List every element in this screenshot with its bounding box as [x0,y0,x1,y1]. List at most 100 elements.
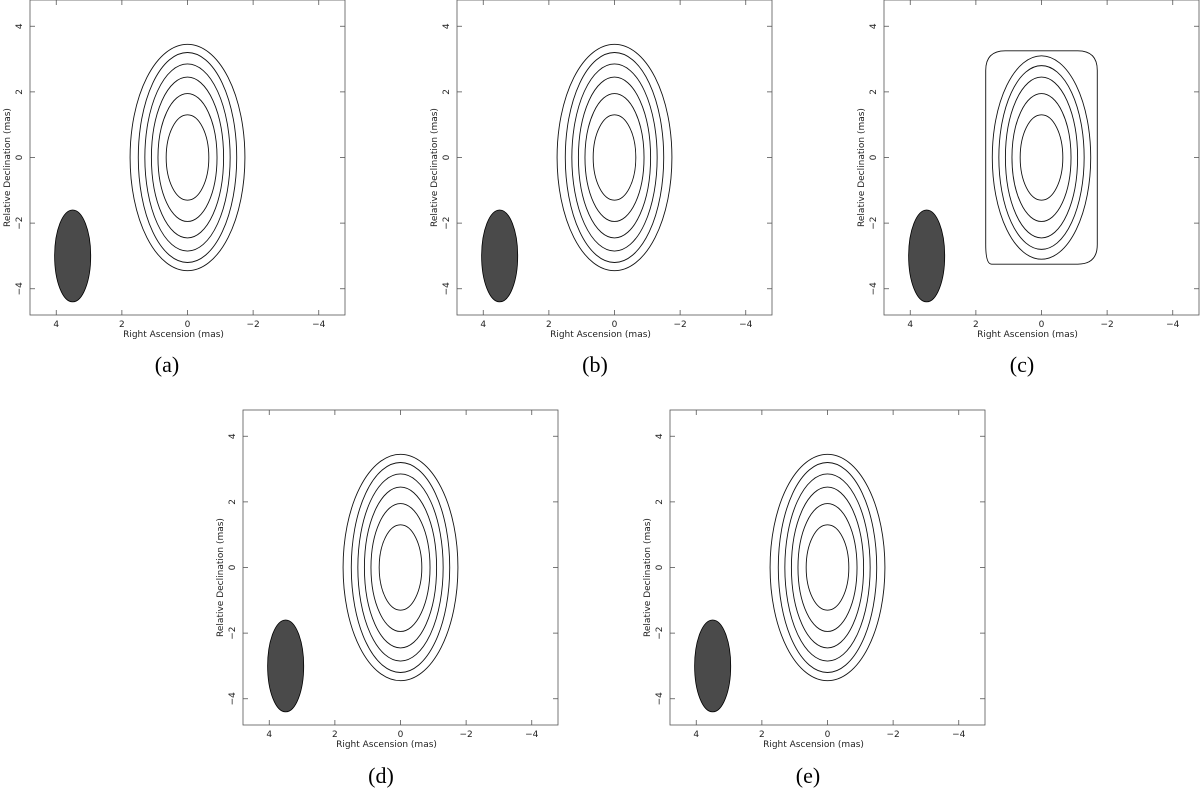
x-tick-label: −4 [952,730,966,740]
x-tick-label: −2 [1100,320,1113,330]
y-axis-title: Relative Declination (mas) [857,108,867,227]
x-tick-label: −4 [525,730,539,740]
y-tick-label: 2 [655,499,665,505]
contour-level [556,43,673,272]
x-tick-label: −4 [739,320,753,330]
y-tick-label: −4 [655,692,665,706]
x-tick-label: 4 [53,320,59,330]
contour-level [1011,93,1072,222]
y-tick-label: −2 [869,216,879,229]
y-tick-label: −4 [442,282,452,296]
contour-level [157,93,218,222]
y-tick-label: 0 [442,154,452,160]
y-tick-label: 0 [228,564,238,570]
contour-level [129,43,246,272]
y-axis-title: Relative Declination (mas) [643,518,653,637]
contour-level [784,473,871,662]
panel-label: (a) [155,352,179,377]
x-tick-label: 0 [185,320,191,330]
beam-ellipse [908,209,946,303]
contour-level [592,114,637,201]
contour-level [144,63,231,252]
y-tick-label: −4 [15,282,25,296]
x-axis-title: Right Ascension (mas) [763,740,864,750]
x-axis-title: Right Ascension (mas) [550,330,651,340]
x-tick-label: −4 [1166,320,1180,330]
contour-level [350,462,451,673]
x-tick-label: −2 [886,730,899,740]
contour-level [1004,76,1079,239]
contour-level [805,524,850,611]
x-tick-label: 4 [480,320,486,330]
panel-label: (d) [368,763,394,788]
x-tick-label: 4 [907,320,913,330]
contour-level [777,462,878,673]
panel-d: 4 2 0 −2 −4 4 2 0 −2 −4 Right Ascension (mas) Relat… [216,409,559,788]
y-tick-label: 4 [15,23,25,29]
x-tick-label: −2 [459,730,472,740]
y-tick-label: −2 [228,626,238,639]
panel-b: 4 2 0 −2 −4 4 2 0 −2 −4 Right Ascension (mas) Relat… [430,0,773,377]
contour-level [564,52,665,263]
contour-level [165,114,210,201]
x-tick-label: 0 [612,320,618,330]
y-tick-label: 4 [655,433,665,439]
x-tick-label: 0 [825,730,831,740]
x-tick-label: −2 [246,320,259,330]
contour-level [584,93,645,222]
y-tick-label: 0 [655,564,665,570]
contour-level [790,486,865,649]
y-tick-label: 2 [228,499,238,505]
y-tick-label: 4 [869,23,879,29]
contour-level [577,76,652,239]
panel-label: (b) [582,352,608,377]
y-tick-label: −2 [442,216,452,229]
x-tick-label: 2 [546,320,552,330]
contour-level [769,453,886,682]
y-tick-label: 2 [442,89,452,95]
y-axis-title: Relative Declination (mas) [3,108,13,227]
x-axis-title: Right Ascension (mas) [977,330,1078,340]
beam-ellipse [267,619,305,713]
y-axis-title: Relative Declination (mas) [430,108,440,227]
x-tick-label: 2 [332,730,338,740]
x-tick-label: −4 [312,320,326,330]
contour-level [150,76,225,239]
beam-ellipse [54,209,92,303]
panel-e: 4 2 0 −2 −4 4 2 0 −2 −4 Right Ascension (mas) Relat… [643,409,986,788]
contour-level [137,52,238,263]
x-tick-label: 4 [693,730,699,740]
x-tick-label: 4 [266,730,272,740]
x-tick-label: 0 [1039,320,1045,330]
contour-level [378,524,423,611]
x-tick-label: 2 [759,730,765,740]
contour-level [357,473,444,662]
y-tick-label: −4 [869,282,879,296]
x-tick-label: 2 [119,320,125,330]
y-axis-title: Relative Declination (mas) [216,518,226,637]
contour-level [991,55,1092,260]
beam-ellipse [481,209,519,303]
contour-level [363,486,438,649]
contour-level [370,503,431,632]
x-tick-label: 0 [398,730,404,740]
contour-outer [985,50,1098,265]
x-tick-label: −2 [673,320,686,330]
y-tick-label: 2 [869,89,879,95]
y-tick-label: 0 [15,154,25,160]
contour-level [998,65,1085,250]
y-tick-label: −2 [15,216,25,229]
x-axis-title: Right Ascension (mas) [123,330,224,340]
y-tick-label: −2 [655,626,665,639]
y-tick-label: 4 [442,23,452,29]
contour-level [342,453,459,682]
y-tick-label: 4 [228,433,238,439]
panel-label: (c) [1010,352,1034,377]
contour-level [1019,114,1064,201]
contour-level [797,503,858,632]
panel-label: (e) [796,763,820,788]
x-axis-title: Right Ascension (mas) [336,740,437,750]
x-tick-label: 2 [973,320,979,330]
y-tick-label: 2 [15,89,25,95]
